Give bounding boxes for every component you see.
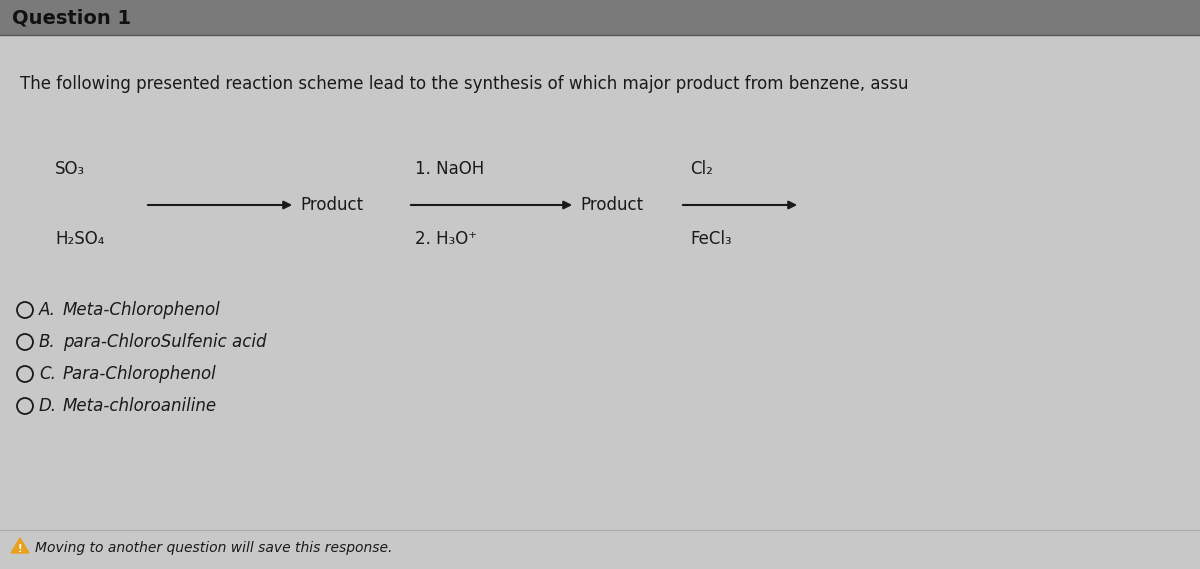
Text: Product: Product [300,196,364,214]
Text: para-ChloroSulfenic acid: para-ChloroSulfenic acid [64,333,266,351]
Bar [0,0,1200,35]
Text: A.: A. [38,301,56,319]
Text: Product: Product [580,196,643,214]
Text: !: ! [18,544,23,554]
Text: H₂SO₄: H₂SO₄ [55,230,104,248]
Text: Question 1: Question 1 [12,8,131,27]
Text: 1. NaOH: 1. NaOH [415,160,485,178]
Text: Cl₂: Cl₂ [690,160,713,178]
Text: D.: D. [38,397,58,415]
Text: B.: B. [38,333,55,351]
Text: Meta-chloroaniline: Meta-chloroaniline [64,397,217,415]
Text: SO₃: SO₃ [55,160,85,178]
Text: Moving to another question will save this response.: Moving to another question will save thi… [35,541,392,555]
Polygon shape [11,538,29,553]
Text: FeCl₃: FeCl₃ [690,230,732,248]
Text: C.: C. [38,365,56,383]
Text: The following presented reaction scheme lead to the synthesis of which major pro: The following presented reaction scheme … [20,75,908,93]
Text: Para-Chlorophenol: Para-Chlorophenol [64,365,217,383]
Text: Meta-Chlorophenol: Meta-Chlorophenol [64,301,221,319]
Text: 2. H₃O⁺: 2. H₃O⁺ [415,230,478,248]
